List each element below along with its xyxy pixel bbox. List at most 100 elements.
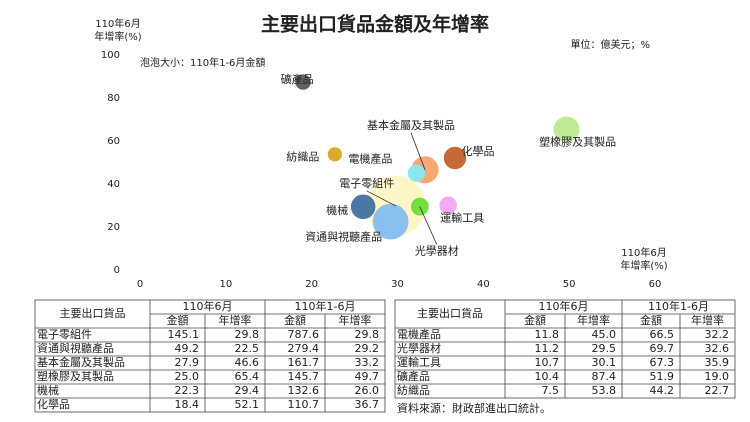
leader-line [366,190,396,207]
table-header: 主要出口貨品 [60,306,126,320]
table-cell: 30.1 [592,356,617,369]
table-cell: 69.7 [650,342,675,355]
x-tick-label: 30 [391,279,404,290]
table-cell: 29.2 [355,342,380,355]
x-axis-label: 年增率(%) [620,259,667,272]
table-cell: 29.4 [235,384,260,397]
table-cell: 29.5 [592,342,617,355]
table-cell: 51.9 [650,370,675,383]
bubble-label: 礦產品 [281,72,314,86]
table-cell: 資通與視聽產品 [37,341,114,355]
table-cell: 27.9 [175,356,200,369]
table-cell: 161.7 [288,356,320,369]
table-cell: 29.8 [235,328,260,341]
table-cell: 32.2 [705,328,730,341]
x-tick-label: 50 [563,279,576,290]
y-tick-label: 80 [107,93,120,104]
table-header: 110年6月 [183,299,233,313]
table-cell: 22.3 [175,384,200,397]
y-tick-label: 100 [101,50,120,61]
x-tick-label: 20 [305,279,318,290]
table-cell: 運輸工具 [397,355,441,369]
table-cell: 22.5 [235,342,260,355]
table-cell: 29.8 [355,328,380,341]
table-cell: 33.2 [355,356,380,369]
leader-line [419,206,438,245]
bubble [407,164,426,182]
table-cell: 279.4 [288,342,320,355]
table-cell: 25.0 [175,370,200,383]
y-tick-label: 20 [107,222,120,233]
bubble [410,197,429,216]
y-tick-label: 0 [114,265,120,276]
table-cell: 44.2 [650,384,675,397]
table-cell: 65.4 [235,370,260,383]
table-cell: 35.9 [705,356,730,369]
table-cell: 光學器材 [397,341,441,355]
table-cell: 52.1 [235,398,260,411]
bubble [372,203,409,240]
bubble [295,74,311,90]
table-cell: 66.5 [650,328,675,341]
table-cell: 塑橡膠及其製品 [37,369,114,383]
table-cell: 145.7 [288,370,320,383]
table-header: 110年6月 [539,299,589,313]
bubble-label: 資通與視聽產品 [305,230,382,244]
leader-line [410,132,426,170]
table-cell: 電子零組件 [37,328,92,341]
table-header: 金額 [640,313,662,327]
bubble-label: 光學器材 [415,244,459,258]
table-cell: 化學品 [37,397,70,411]
table-cell: 11.8 [535,328,560,341]
y-tick-label: 40 [107,179,120,190]
chart-title: 主要出口貨品金額及年增率 [261,13,489,36]
x-axis-label: 110年6月 [621,246,666,259]
table-cell: 32.6 [705,342,730,355]
x-tick-label: 0 [137,279,143,290]
bubble [327,147,342,162]
bubble [439,196,457,215]
bubble [443,146,467,170]
table-cell: 電機產品 [397,327,441,341]
bubble-label: 基本金屬及其製品 [367,118,455,132]
table-cell: 36.7 [355,398,380,411]
table-header: 年增率 [577,313,610,327]
table-header: 金額 [524,313,546,327]
unit-note: 單位：億美元；% [570,38,650,51]
table-header: 年增率 [691,313,724,327]
table-cell: 紡織品 [397,383,430,397]
table-cell: 26.0 [355,384,380,397]
bubble-label: 電子零組件 [339,177,394,190]
y-axis-label: 110年6月 [95,17,140,30]
bubble-label: 化學品 [462,144,495,158]
table-cell: 7.5 [542,384,560,397]
table-cell: 46.6 [235,356,260,369]
bubble-label: 紡織品 [286,149,319,163]
table-cell: 132.6 [288,384,320,397]
table-cell: 10.4 [535,370,560,383]
table-cell: 87.4 [592,370,617,383]
table-header: 110年1-6月 [648,299,709,313]
bubble [553,116,580,143]
table-cell: 45.0 [592,328,617,341]
table-cell: 基本金屬及其製品 [37,355,125,369]
table-header: 金額 [284,313,306,327]
bubble-label: 機械 [326,203,348,217]
table-header: 年增率 [219,313,252,327]
table-cell: 49.2 [175,342,200,355]
table-cell: 53.8 [592,384,617,397]
x-tick-label: 40 [477,279,490,290]
table-cell: 145.1 [168,328,200,341]
table-header: 主要出口貨品 [417,306,483,320]
table-cell: 22.7 [705,384,730,397]
x-tick-label: 10 [219,279,232,290]
table-header: 110年1-6月 [295,299,356,313]
table-cell: 機械 [37,383,59,397]
table-cell: 礦產品 [397,369,430,383]
table-cell: 110.7 [288,398,320,411]
table-cell: 18.4 [175,398,200,411]
table-cell: 67.3 [650,356,675,369]
x-tick-label: 60 [649,279,662,290]
table-header: 金額 [167,313,189,327]
